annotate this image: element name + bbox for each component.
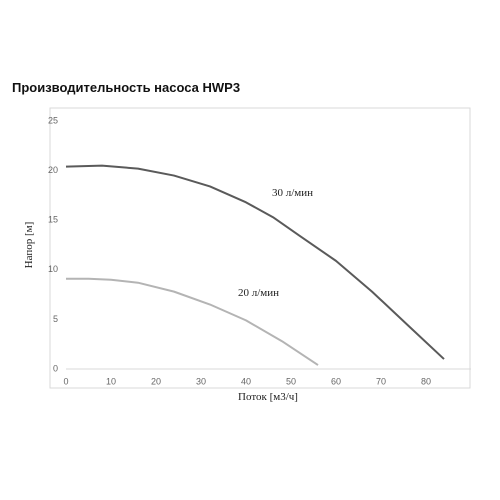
x-tick-label: 10 <box>106 376 116 386</box>
y-tick-label: 0 <box>53 363 58 373</box>
x-tick-label: 30 <box>196 376 206 386</box>
y-axis-label: Напор [м] <box>23 222 35 269</box>
series-line <box>65 164 445 360</box>
x-tick-label: 20 <box>151 376 161 386</box>
x-tick-label: 80 <box>421 376 431 386</box>
y-tick-label: 20 <box>48 165 58 175</box>
x-tick-label: 50 <box>286 376 296 386</box>
series-line <box>66 277 319 366</box>
y-tick-label: 5 <box>53 314 58 324</box>
x-tick-label: 0 <box>63 376 68 386</box>
chart-frame <box>49 107 471 389</box>
series-label: 30 л/мин <box>272 187 313 199</box>
y-tick-label: 10 <box>48 264 58 274</box>
series-label: 20 л/мин <box>238 287 279 299</box>
x-axis-label: Поток [м3/ч] <box>238 391 298 403</box>
chart-title: Производительность насоса HWP3 <box>12 80 240 95</box>
x-tick-label: 60 <box>331 376 341 386</box>
y-tick-label: 15 <box>48 215 58 225</box>
x-tick-label: 70 <box>376 376 386 386</box>
x-tick-label: 40 <box>241 376 251 386</box>
y-tick-label: 25 <box>48 115 58 125</box>
